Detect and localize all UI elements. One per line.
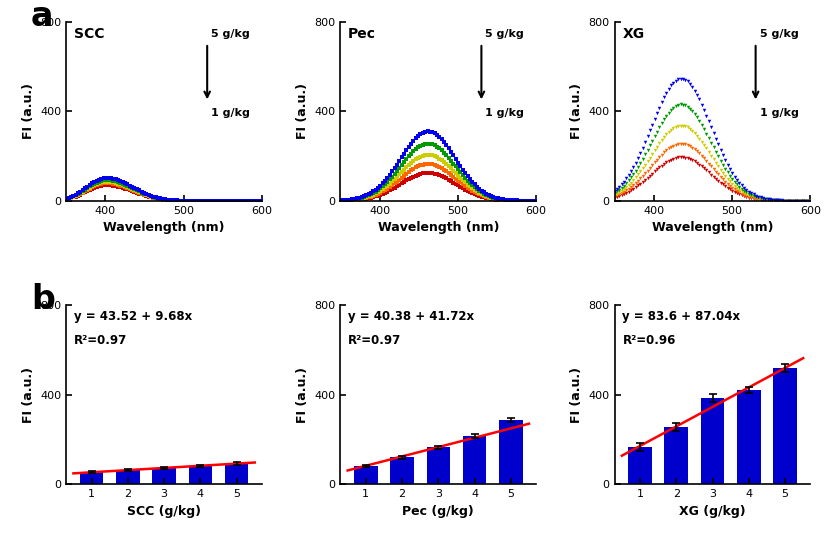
Bar xyxy=(700,398,724,484)
Y-axis label: FI (a.u.): FI (a.u.) xyxy=(296,83,308,139)
X-axis label: Pec (g/kg): Pec (g/kg) xyxy=(403,505,474,518)
Bar xyxy=(116,470,140,484)
Bar xyxy=(499,420,523,484)
Text: Pec: Pec xyxy=(348,27,376,41)
Y-axis label: FI (a.u.): FI (a.u.) xyxy=(22,83,35,139)
Bar xyxy=(225,464,248,484)
Bar xyxy=(354,466,378,484)
Y-axis label: FI (a.u.): FI (a.u.) xyxy=(570,83,583,139)
X-axis label: Wavelength (nm): Wavelength (nm) xyxy=(652,221,773,234)
Text: 1 g/kg: 1 g/kg xyxy=(759,108,798,118)
Text: 5 g/kg: 5 g/kg xyxy=(211,30,250,39)
Bar xyxy=(390,457,414,484)
X-axis label: XG (g/kg): XG (g/kg) xyxy=(679,505,746,518)
Bar xyxy=(773,368,797,484)
Text: y = 43.52 + 9.68x: y = 43.52 + 9.68x xyxy=(74,310,192,323)
Bar xyxy=(79,472,103,484)
Text: R²=0.96: R²=0.96 xyxy=(623,334,676,346)
Y-axis label: FI (a.u.): FI (a.u.) xyxy=(296,366,308,422)
X-axis label: Wavelength (nm): Wavelength (nm) xyxy=(103,221,225,234)
Text: 1 g/kg: 1 g/kg xyxy=(485,108,524,118)
Text: XG: XG xyxy=(623,27,644,41)
X-axis label: Wavelength (nm): Wavelength (nm) xyxy=(378,221,499,234)
Text: y = 83.6 + 87.04x: y = 83.6 + 87.04x xyxy=(623,310,740,323)
Text: R²=0.97: R²=0.97 xyxy=(348,334,401,346)
Text: b: b xyxy=(31,284,55,316)
Bar xyxy=(152,468,176,484)
Bar xyxy=(189,466,213,484)
Text: SCC: SCC xyxy=(74,27,104,41)
Text: a: a xyxy=(31,0,54,33)
Text: 1 g/kg: 1 g/kg xyxy=(211,108,250,118)
Y-axis label: FI (a.u.): FI (a.u.) xyxy=(570,366,583,422)
X-axis label: SCC (g/kg): SCC (g/kg) xyxy=(127,505,201,518)
Bar xyxy=(427,447,450,484)
Text: 5 g/kg: 5 g/kg xyxy=(485,30,524,39)
Text: R²=0.97: R²=0.97 xyxy=(74,334,127,346)
Text: y = 40.38 + 41.72x: y = 40.38 + 41.72x xyxy=(348,310,475,323)
Text: 5 g/kg: 5 g/kg xyxy=(759,30,798,39)
Bar xyxy=(463,436,486,484)
Bar xyxy=(737,390,761,484)
Bar xyxy=(629,447,652,484)
Bar xyxy=(664,427,688,484)
Y-axis label: FI (a.u.): FI (a.u.) xyxy=(22,366,35,422)
